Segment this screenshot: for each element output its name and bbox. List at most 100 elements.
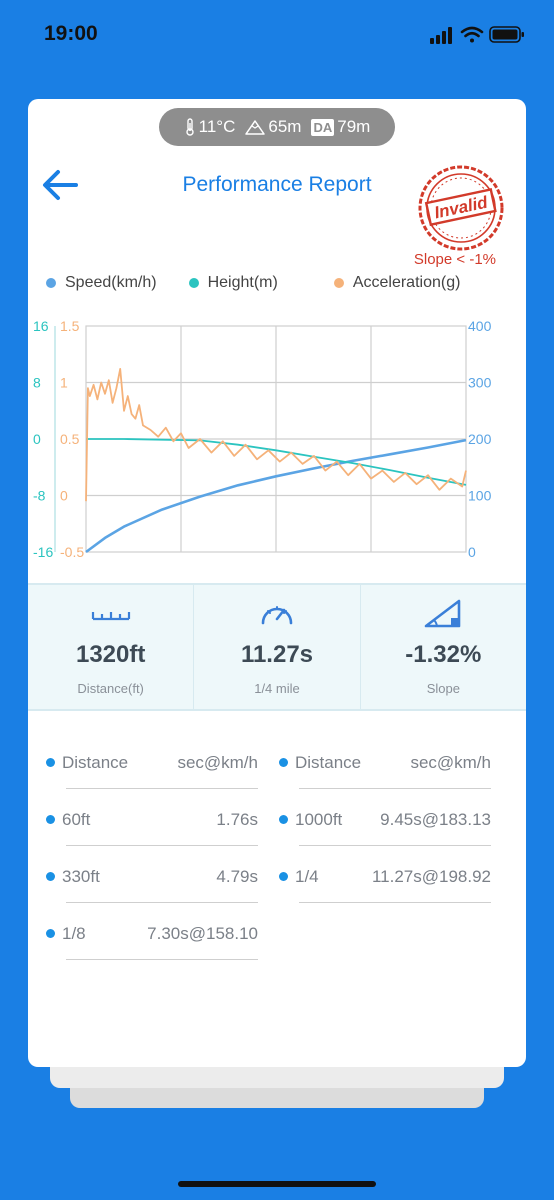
split-cell: 1000ft 9.45s@183.13 <box>279 806 491 846</box>
split-row: 1/8 7.30s@158.10 <box>28 920 526 960</box>
legend-dot <box>46 278 56 288</box>
stat-label: 1/4 mile <box>254 681 300 696</box>
row-divider <box>66 959 258 960</box>
series-line-height <box>86 438 467 486</box>
speed-tick-label: 0 <box>468 544 476 560</box>
performance-chart: 16 8 0 -8 -16 1.5 1 0.5 0 -0.5 400 300 200 100 0 <box>33 318 492 560</box>
stat-distance: 1320ft Distance(ft) <box>28 585 195 709</box>
mountain-icon <box>245 120 266 135</box>
split-cell: 330ft 4.79s <box>46 863 258 903</box>
split-value: 9.45s@183.13 <box>380 810 491 829</box>
status-bar: 19:00 <box>0 0 554 70</box>
row-divider <box>66 845 258 846</box>
legend-item-speed[interactable]: Speed(km/h) <box>46 274 157 292</box>
stat-label: Slope <box>426 681 460 696</box>
temperature-value: 11°C <box>198 117 236 136</box>
stat-label: Distance(ft) <box>77 681 144 696</box>
speed-tick-label: 300 <box>468 375 492 391</box>
bullet-dot <box>279 758 288 767</box>
split-value: 1.76s <box>216 810 258 829</box>
altitude-value: 65m <box>268 117 302 136</box>
bullet-dot <box>46 929 55 938</box>
status-time: 19:00 <box>44 22 98 45</box>
battery-icon <box>489 26 524 43</box>
legend-dot <box>333 278 344 288</box>
acceleration-tick-label: 1 <box>60 375 68 391</box>
acceleration-tick-label: 1.5 <box>60 318 80 334</box>
signal-icon <box>430 27 452 44</box>
split-cell: 1/8 7.30s@158.10 <box>46 920 258 960</box>
row-divider <box>299 845 491 846</box>
height-tick-label: 16 <box>33 318 49 334</box>
split-value: 11.27s@198.92 <box>371 867 491 886</box>
bullet-dot <box>279 872 288 881</box>
split-cell: 60ft 1.76s <box>46 806 258 846</box>
legend-label: Acceleration(g) <box>352 274 461 291</box>
weather-pill: 11°C 65m DA 79m <box>159 108 395 146</box>
row-divider <box>66 788 258 789</box>
row-divider <box>66 902 258 903</box>
split-header-value: sec@km/h <box>410 753 491 772</box>
bullet-dot <box>279 815 288 824</box>
split-value: 4.79s <box>216 867 258 886</box>
split-header-row: Distance sec@km/h Distance sec@km/h <box>28 749 526 789</box>
split-header-key: Distance <box>62 753 129 772</box>
split-header-value: sec@km/h <box>177 753 258 772</box>
height-tick-label: -16 <box>33 544 53 560</box>
legend-dot <box>188 278 199 288</box>
speed-tick-label: 100 <box>468 488 492 504</box>
home-indicator <box>178 1181 376 1187</box>
split-header-left: Distance sec@km/h <box>46 749 258 789</box>
row-divider <box>299 902 491 903</box>
split-key: 60ft <box>62 810 91 829</box>
stat-value: 1320ft <box>75 641 146 668</box>
wifi-icon <box>460 26 484 43</box>
split-row: 60ft 1.76s 1000ft 9.45s@183.13 <box>28 806 526 846</box>
invalid-stamp-icon: Invalid <box>418 165 504 251</box>
height-tick-label: 8 <box>33 375 41 391</box>
bullet-dot <box>46 758 55 767</box>
height-tick-label: 0 <box>33 431 41 447</box>
legend-item-height[interactable]: Height(m) <box>188 274 278 292</box>
legend-item-acceleration[interactable]: Acceleration(g) <box>333 274 461 292</box>
bullet-dot <box>46 815 55 824</box>
stat-value: -1.32% <box>405 641 482 668</box>
stat-slope: -1.32% Slope <box>361 585 526 709</box>
acceleration-tick-label: 0.5 <box>60 431 80 447</box>
slope-icon <box>425 599 461 628</box>
split-key: 1/4 <box>295 867 319 886</box>
legend-label: Height(m) <box>207 274 278 291</box>
split-value: 7.30s@158.10 <box>147 924 258 943</box>
slope-warning: Slope < -1% <box>413 251 496 268</box>
status-icons <box>430 26 524 44</box>
split-row: 330ft 4.79s 1/4 11.27s@198.92 <box>28 863 526 903</box>
stat-value: 11.27s <box>240 641 314 668</box>
speed-tick-label: 200 <box>468 431 492 447</box>
series-line-speed <box>85 438 467 554</box>
stat-time: 11.27s 1/4 mile <box>194 585 361 709</box>
speedometer-icon <box>261 606 293 625</box>
height-tick-label: -8 <box>33 488 46 504</box>
density-altitude-badge: DA <box>311 118 335 136</box>
acceleration-tick-label: 0 <box>60 488 68 504</box>
performance-report-card: 11°C 65m DA 79m Performance Report Inval… <box>28 99 526 1067</box>
split-key: 1000ft <box>295 810 343 829</box>
series-line-acceleration <box>85 368 467 502</box>
page-title: Performance Report <box>182 173 372 196</box>
split-key: 1/8 <box>62 924 86 943</box>
chart-legend: Speed(km/h) Height(m) Acceleration(g) <box>42 271 512 295</box>
density-altitude-value: 79m <box>337 117 371 136</box>
acceleration-tick-label: -0.5 <box>60 544 84 560</box>
split-key: 330ft <box>62 867 100 886</box>
stats-panel: 1320ft Distance(ft) 11.27s 1/4 mile -1.3… <box>28 583 526 711</box>
thermometer-icon <box>185 118 194 136</box>
split-header-right: Distance sec@km/h <box>279 749 491 789</box>
bullet-dot <box>46 872 55 881</box>
split-header-key: Distance <box>295 753 362 772</box>
split-cell: 1/4 11.27s@198.92 <box>279 863 491 903</box>
legend-label: Speed(km/h) <box>65 274 157 291</box>
row-divider <box>299 788 491 789</box>
speed-tick-label: 400 <box>468 318 492 334</box>
back-arrow-icon[interactable] <box>40 167 80 203</box>
ruler-icon <box>91 612 130 621</box>
